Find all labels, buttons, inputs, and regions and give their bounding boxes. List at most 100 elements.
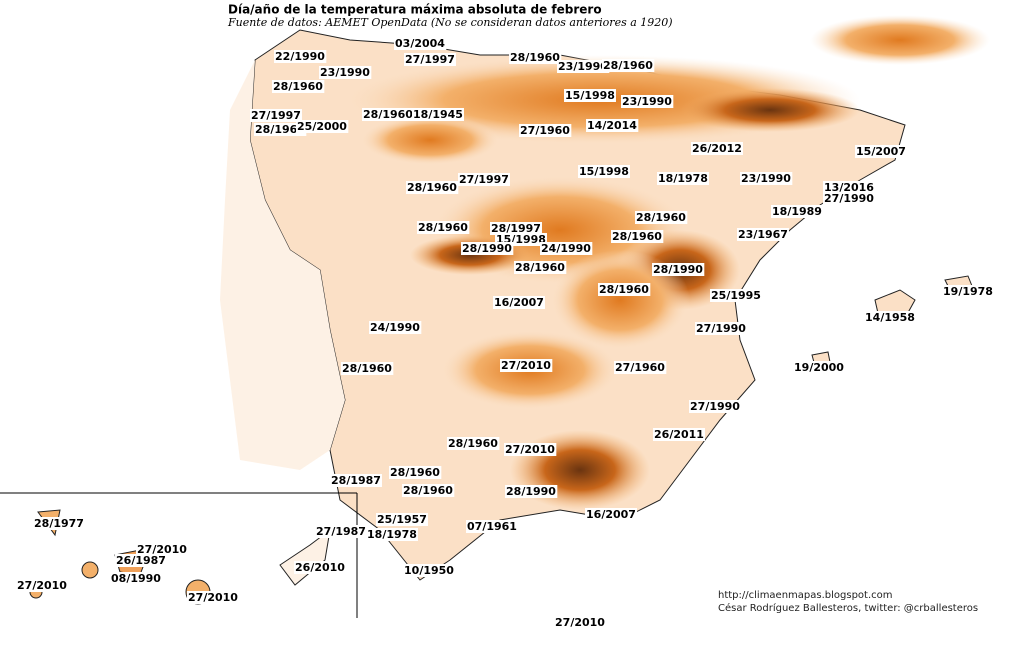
- title: Día/año de la temperatura máxima absolut…: [228, 3, 602, 17]
- label-bg: [403, 564, 456, 577]
- date-label: 15/1998: [579, 165, 629, 178]
- label-bg: [296, 120, 349, 133]
- date-label: 25/1957: [377, 513, 427, 526]
- date-label: 16/2007: [494, 296, 544, 309]
- date-label: 28/1960: [363, 108, 413, 121]
- date-label: 26/1987: [116, 554, 166, 567]
- label-bg: [294, 561, 347, 574]
- date-label: 27/2010: [188, 591, 238, 604]
- date-label: 27/1997: [459, 173, 509, 186]
- label-bg: [652, 263, 705, 276]
- date-label: 10/1950: [404, 564, 454, 577]
- label-bg: [740, 172, 793, 185]
- label-bg: [689, 400, 742, 413]
- date-label: 28/1990: [462, 242, 512, 255]
- date-label: 16/2007: [586, 508, 636, 521]
- date-label: 23/1990: [558, 60, 608, 73]
- label-bg: [793, 361, 846, 374]
- date-label: 25/1995: [711, 289, 761, 302]
- label-bg: [653, 428, 705, 441]
- label-bg: [412, 108, 464, 121]
- date-label: 15/1998: [565, 89, 615, 102]
- label-bg: [614, 361, 667, 374]
- date-label: 13/2016: [824, 181, 874, 194]
- date-label: 28/1960: [603, 59, 653, 72]
- label-bg: [447, 437, 500, 450]
- date-label: 19/2000: [794, 361, 844, 374]
- date-label: 28/1960: [612, 230, 662, 243]
- label-bg: [519, 124, 572, 137]
- date-label: 27/2010: [501, 359, 551, 372]
- label-bg: [710, 289, 762, 302]
- date-label: 27/1960: [520, 124, 570, 137]
- label-bg: [621, 95, 674, 108]
- date-label: 27/1997: [251, 109, 301, 122]
- label-bg: [330, 474, 382, 487]
- label-bg: [461, 242, 514, 255]
- label-bg: [362, 108, 415, 121]
- date-label: 23/1990: [320, 66, 370, 79]
- label-bg: [250, 109, 302, 122]
- label-bg: [504, 443, 557, 456]
- label-bg: [942, 285, 994, 298]
- date-label: 26/2012: [692, 142, 742, 155]
- label-bg: [823, 181, 876, 194]
- date-label: 28/1977: [34, 517, 84, 530]
- date-label: 28/1960: [510, 51, 560, 64]
- label-bg: [557, 60, 610, 73]
- date-label: 28/1960: [407, 181, 457, 194]
- label-bg: [635, 211, 688, 224]
- date-label: 14/1958: [865, 311, 915, 324]
- label-bg: [366, 528, 418, 541]
- label-bg: [466, 520, 518, 533]
- label-bg: [115, 554, 167, 567]
- date-label: 18/1978: [367, 528, 417, 541]
- label-bg: [611, 230, 664, 243]
- label-bg: [389, 466, 442, 479]
- date-label: 03/2004: [395, 37, 445, 50]
- label-bg: [136, 543, 189, 556]
- label-bg: [540, 242, 593, 255]
- label-bg: [823, 192, 876, 205]
- label-bg: [187, 591, 240, 604]
- date-label: 14/2014: [587, 119, 637, 132]
- label-bg: [402, 484, 455, 497]
- date-label: 24/1990: [370, 321, 420, 334]
- label-bg: [254, 123, 307, 136]
- date-label: 28/1960: [390, 466, 440, 479]
- subtitle: Fuente de datos: AEMET OpenData (No se c…: [227, 16, 673, 29]
- label-bg: [274, 50, 327, 63]
- label-bg: [586, 119, 639, 132]
- date-label: 23/1990: [741, 172, 791, 185]
- label-bg: [771, 205, 823, 218]
- date-label: 28/1960: [515, 261, 565, 274]
- date-label: 28/1960: [636, 211, 686, 224]
- terrain: [29, 15, 990, 605]
- label-bg: [458, 173, 510, 186]
- label-bg: [493, 296, 545, 309]
- label-bg: [855, 145, 907, 158]
- date-label: 28/1960: [273, 80, 323, 93]
- label-bg: [602, 59, 655, 72]
- date-label: 22/1990: [275, 50, 325, 63]
- label-bg: [657, 172, 709, 185]
- date-label: 28/1990: [653, 263, 703, 276]
- credit: César Rodríguez Ballesteros, twitter: @c…: [718, 602, 978, 614]
- date-label: 28/1997: [491, 222, 541, 235]
- label-bg: [404, 53, 456, 66]
- date-label: 27/1990: [824, 192, 874, 205]
- date-label: 28/1987: [331, 474, 381, 487]
- label-bg: [864, 311, 916, 324]
- date-label: 27/2010: [17, 579, 67, 592]
- label-bg: [341, 362, 394, 375]
- date-label: 27/1997: [405, 53, 455, 66]
- date-label: 27/1960: [615, 361, 665, 374]
- label-bg: [598, 283, 651, 296]
- label-bg: [564, 89, 616, 102]
- label-bg: [272, 80, 325, 93]
- label-bg: [369, 321, 422, 334]
- label-bg: [406, 181, 459, 194]
- label-bg: [695, 322, 748, 335]
- date-label: 18/1945: [413, 108, 463, 121]
